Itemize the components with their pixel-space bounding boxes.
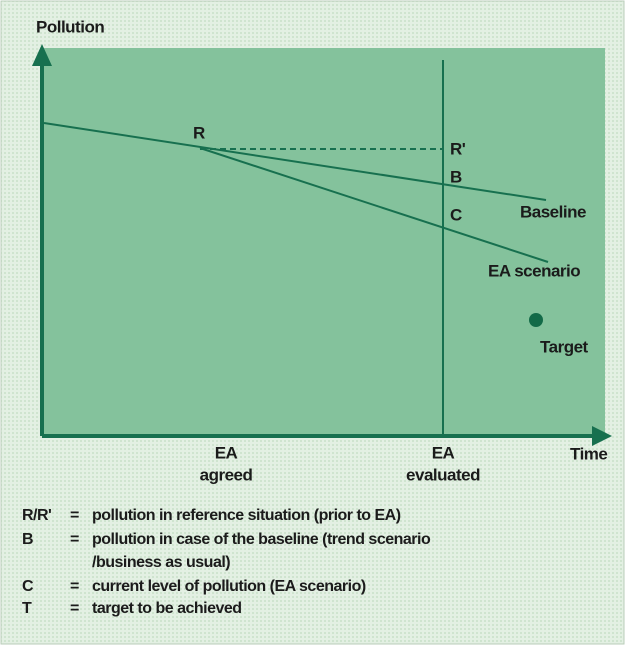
x-label: agreed xyxy=(200,465,253,484)
scenario-line xyxy=(199,147,549,263)
x-arrow xyxy=(592,426,612,446)
plot-area xyxy=(42,48,605,435)
x-axis-label: Time xyxy=(570,444,607,463)
y-axis-label: Pollution xyxy=(36,17,104,36)
legend-key: T xyxy=(22,600,32,617)
line-label: Baseline xyxy=(520,202,586,221)
point-label: B xyxy=(450,167,462,186)
legend-text: /business as usual) xyxy=(92,554,230,571)
legend-sign: = xyxy=(70,531,79,548)
point-label: R xyxy=(193,123,205,142)
line-label: Target xyxy=(540,337,589,356)
legend-key: B xyxy=(22,531,33,548)
x-label: EA xyxy=(215,443,238,462)
legend-key: C xyxy=(22,578,34,595)
legend-key: R/R' xyxy=(22,507,51,524)
legend-sign: = xyxy=(70,507,79,524)
point-label: R' xyxy=(450,139,466,158)
x-label: EA xyxy=(432,443,455,462)
point-label: C xyxy=(450,205,462,224)
y-arrow xyxy=(32,44,52,66)
legend-sign: = xyxy=(70,600,79,617)
legend-text: pollution in case of the baseline (trend… xyxy=(92,531,431,548)
baseline-line xyxy=(43,122,547,201)
target-dot xyxy=(529,313,543,327)
line-label: EA scenario xyxy=(488,261,580,280)
legend-sign: = xyxy=(70,578,79,595)
x-label: evaluated xyxy=(406,465,480,484)
legend-text: current level of pollution (EA scenario) xyxy=(92,578,366,595)
legend-text: target to be achieved xyxy=(92,600,242,617)
legend-text: pollution in reference situation (prior … xyxy=(92,507,401,524)
